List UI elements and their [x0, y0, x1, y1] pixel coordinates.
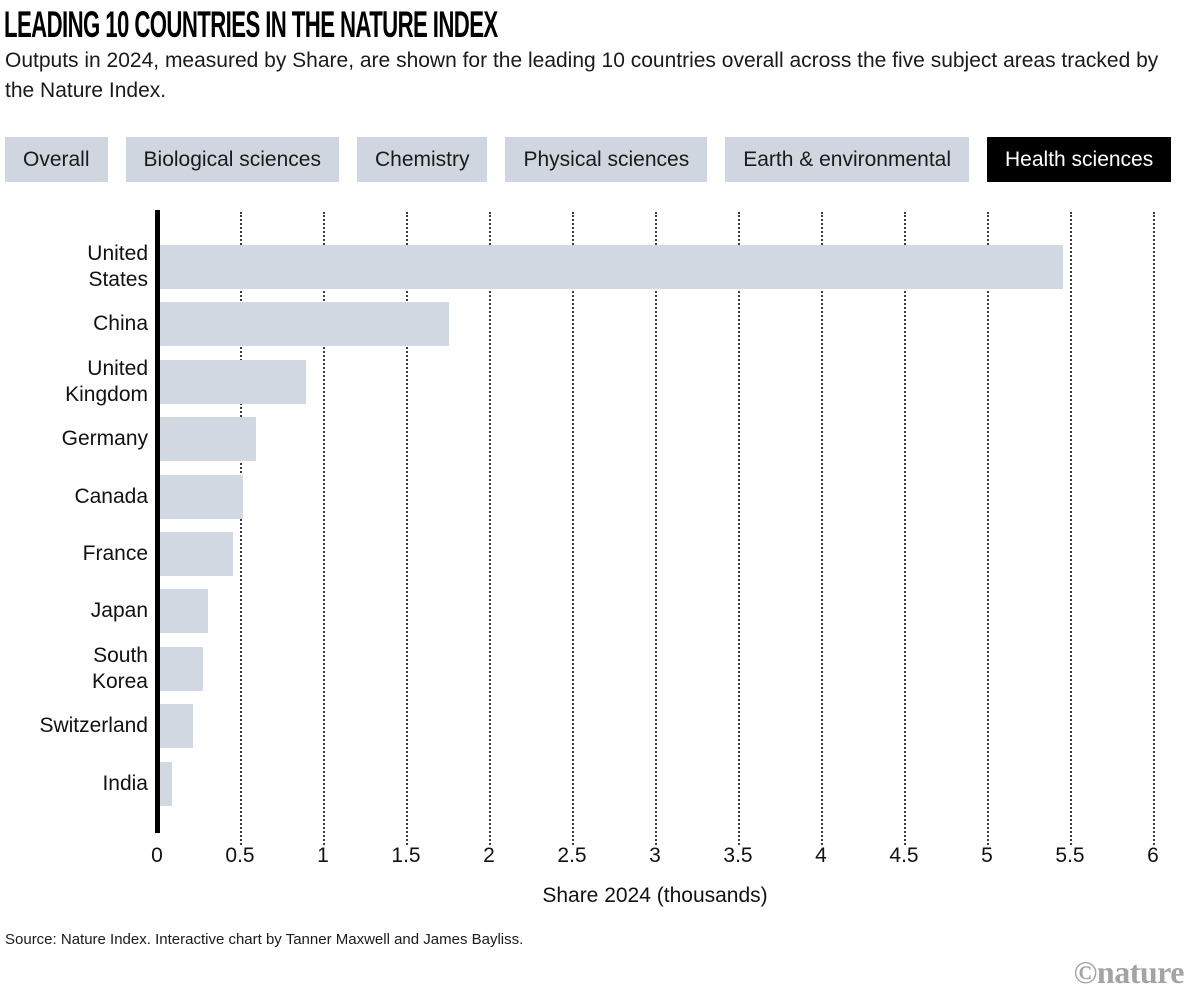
- bar-row: United Kingdom: [65, 357, 1153, 406]
- chart-subtitle: Outputs in 2024, measured by Share, are …: [5, 49, 1159, 102]
- x-tick-label: 6: [1147, 844, 1159, 867]
- gridline: [240, 212, 242, 845]
- gridline: [406, 212, 408, 845]
- country-label: Japan: [90, 599, 148, 623]
- country-label: Switzerland: [39, 714, 148, 738]
- bar-united-states[interactable]: [160, 245, 1064, 289]
- x-tick-label: 5.5: [1055, 844, 1085, 867]
- tab-biological-sciences[interactable]: Biological sciences: [125, 137, 339, 182]
- gridline: [987, 212, 989, 845]
- tab-earth-environmental[interactable]: Earth & environmental: [725, 137, 969, 182]
- bar-china[interactable]: [160, 302, 449, 347]
- source-credit: Source: Nature Index. Interactive chart …: [5, 931, 524, 948]
- subject-tabs: Overall Biological sciences Chemistry Physi…: [5, 137, 1172, 182]
- bar-japan[interactable]: [160, 589, 209, 634]
- x-tick-label: 2.5: [557, 844, 587, 867]
- x-tick-label: 2: [483, 844, 495, 867]
- gridline: [572, 212, 574, 845]
- x-tick-label: 4: [815, 844, 827, 867]
- country-label: Germany: [61, 427, 148, 451]
- gridline: [904, 212, 906, 845]
- tab-overall[interactable]: Overall: [5, 137, 108, 182]
- country-label: China: [93, 312, 148, 336]
- bar-india[interactable]: [160, 761, 172, 806]
- x-tick-label: 5: [981, 844, 993, 867]
- x-tick-label: 4.5: [889, 844, 919, 867]
- country-label: France: [82, 542, 148, 565]
- bar-row: United States: [87, 242, 1153, 291]
- x-tick-label: 3: [649, 844, 661, 867]
- bar-row: Germany: [62, 417, 1153, 462]
- bar-switzerland[interactable]: [160, 704, 194, 749]
- x-tick-label: 1: [317, 844, 329, 867]
- bar-south-korea[interactable]: [160, 646, 204, 691]
- country-label: South Korea: [91, 643, 148, 693]
- bar-row: India: [102, 761, 1153, 806]
- gridline: [738, 212, 740, 845]
- bar-row: France: [83, 532, 1153, 576]
- bar-row: Japan: [91, 589, 1153, 634]
- bar-row: Canada: [74, 474, 1153, 519]
- bar-france[interactable]: [160, 532, 234, 576]
- bar-canada[interactable]: [160, 474, 243, 519]
- x-tick-label: 0: [151, 844, 163, 867]
- gridline: [323, 212, 325, 845]
- tab-chemistry[interactable]: Chemistry: [356, 137, 488, 182]
- gridline: [489, 212, 491, 845]
- bar-row: China: [93, 302, 1153, 347]
- gridline: [655, 212, 657, 845]
- gridline: [1070, 212, 1072, 845]
- bar-row: South Korea: [92, 644, 1153, 693]
- country-label: United States: [87, 242, 148, 291]
- country-label: India: [102, 771, 148, 795]
- gridline: [821, 212, 823, 845]
- tab-physical-sciences[interactable]: Physical sciences: [505, 137, 708, 182]
- x-axis-title: Share 2024 (thousands): [542, 884, 768, 907]
- bar-row: Switzerland: [39, 704, 1153, 749]
- bar-germany[interactable]: [160, 417, 257, 462]
- tab-health-sciences[interactable]: Health sciences: [987, 137, 1172, 182]
- plot-area: 0 0.5 1 1.5 2 2.5 3 3.5 4 4.5 5 5.5 6 Share 2024 (th…: [39, 210, 1159, 907]
- page-title: LEADING 10 COUNTRIES IN THE NATURE INDEX: [4, 4, 498, 45]
- x-tick-label: 0.5: [225, 844, 255, 867]
- y-axis-line: [155, 210, 160, 833]
- x-tick-label: 3.5: [723, 844, 753, 867]
- country-label: Canada: [74, 484, 148, 508]
- x-tick-label: 1.5: [391, 844, 421, 867]
- bar-united-kingdom[interactable]: [160, 359, 307, 404]
- gridline: [1153, 212, 1155, 845]
- x-axis-ticks: 0 0.5 1 1.5 2 2.5 3 3.5 4 4.5 5 5.5 6: [151, 836, 1159, 867]
- nature-logo: ©nature: [1073, 954, 1185, 990]
- country-label: United Kingdom: [65, 356, 148, 406]
